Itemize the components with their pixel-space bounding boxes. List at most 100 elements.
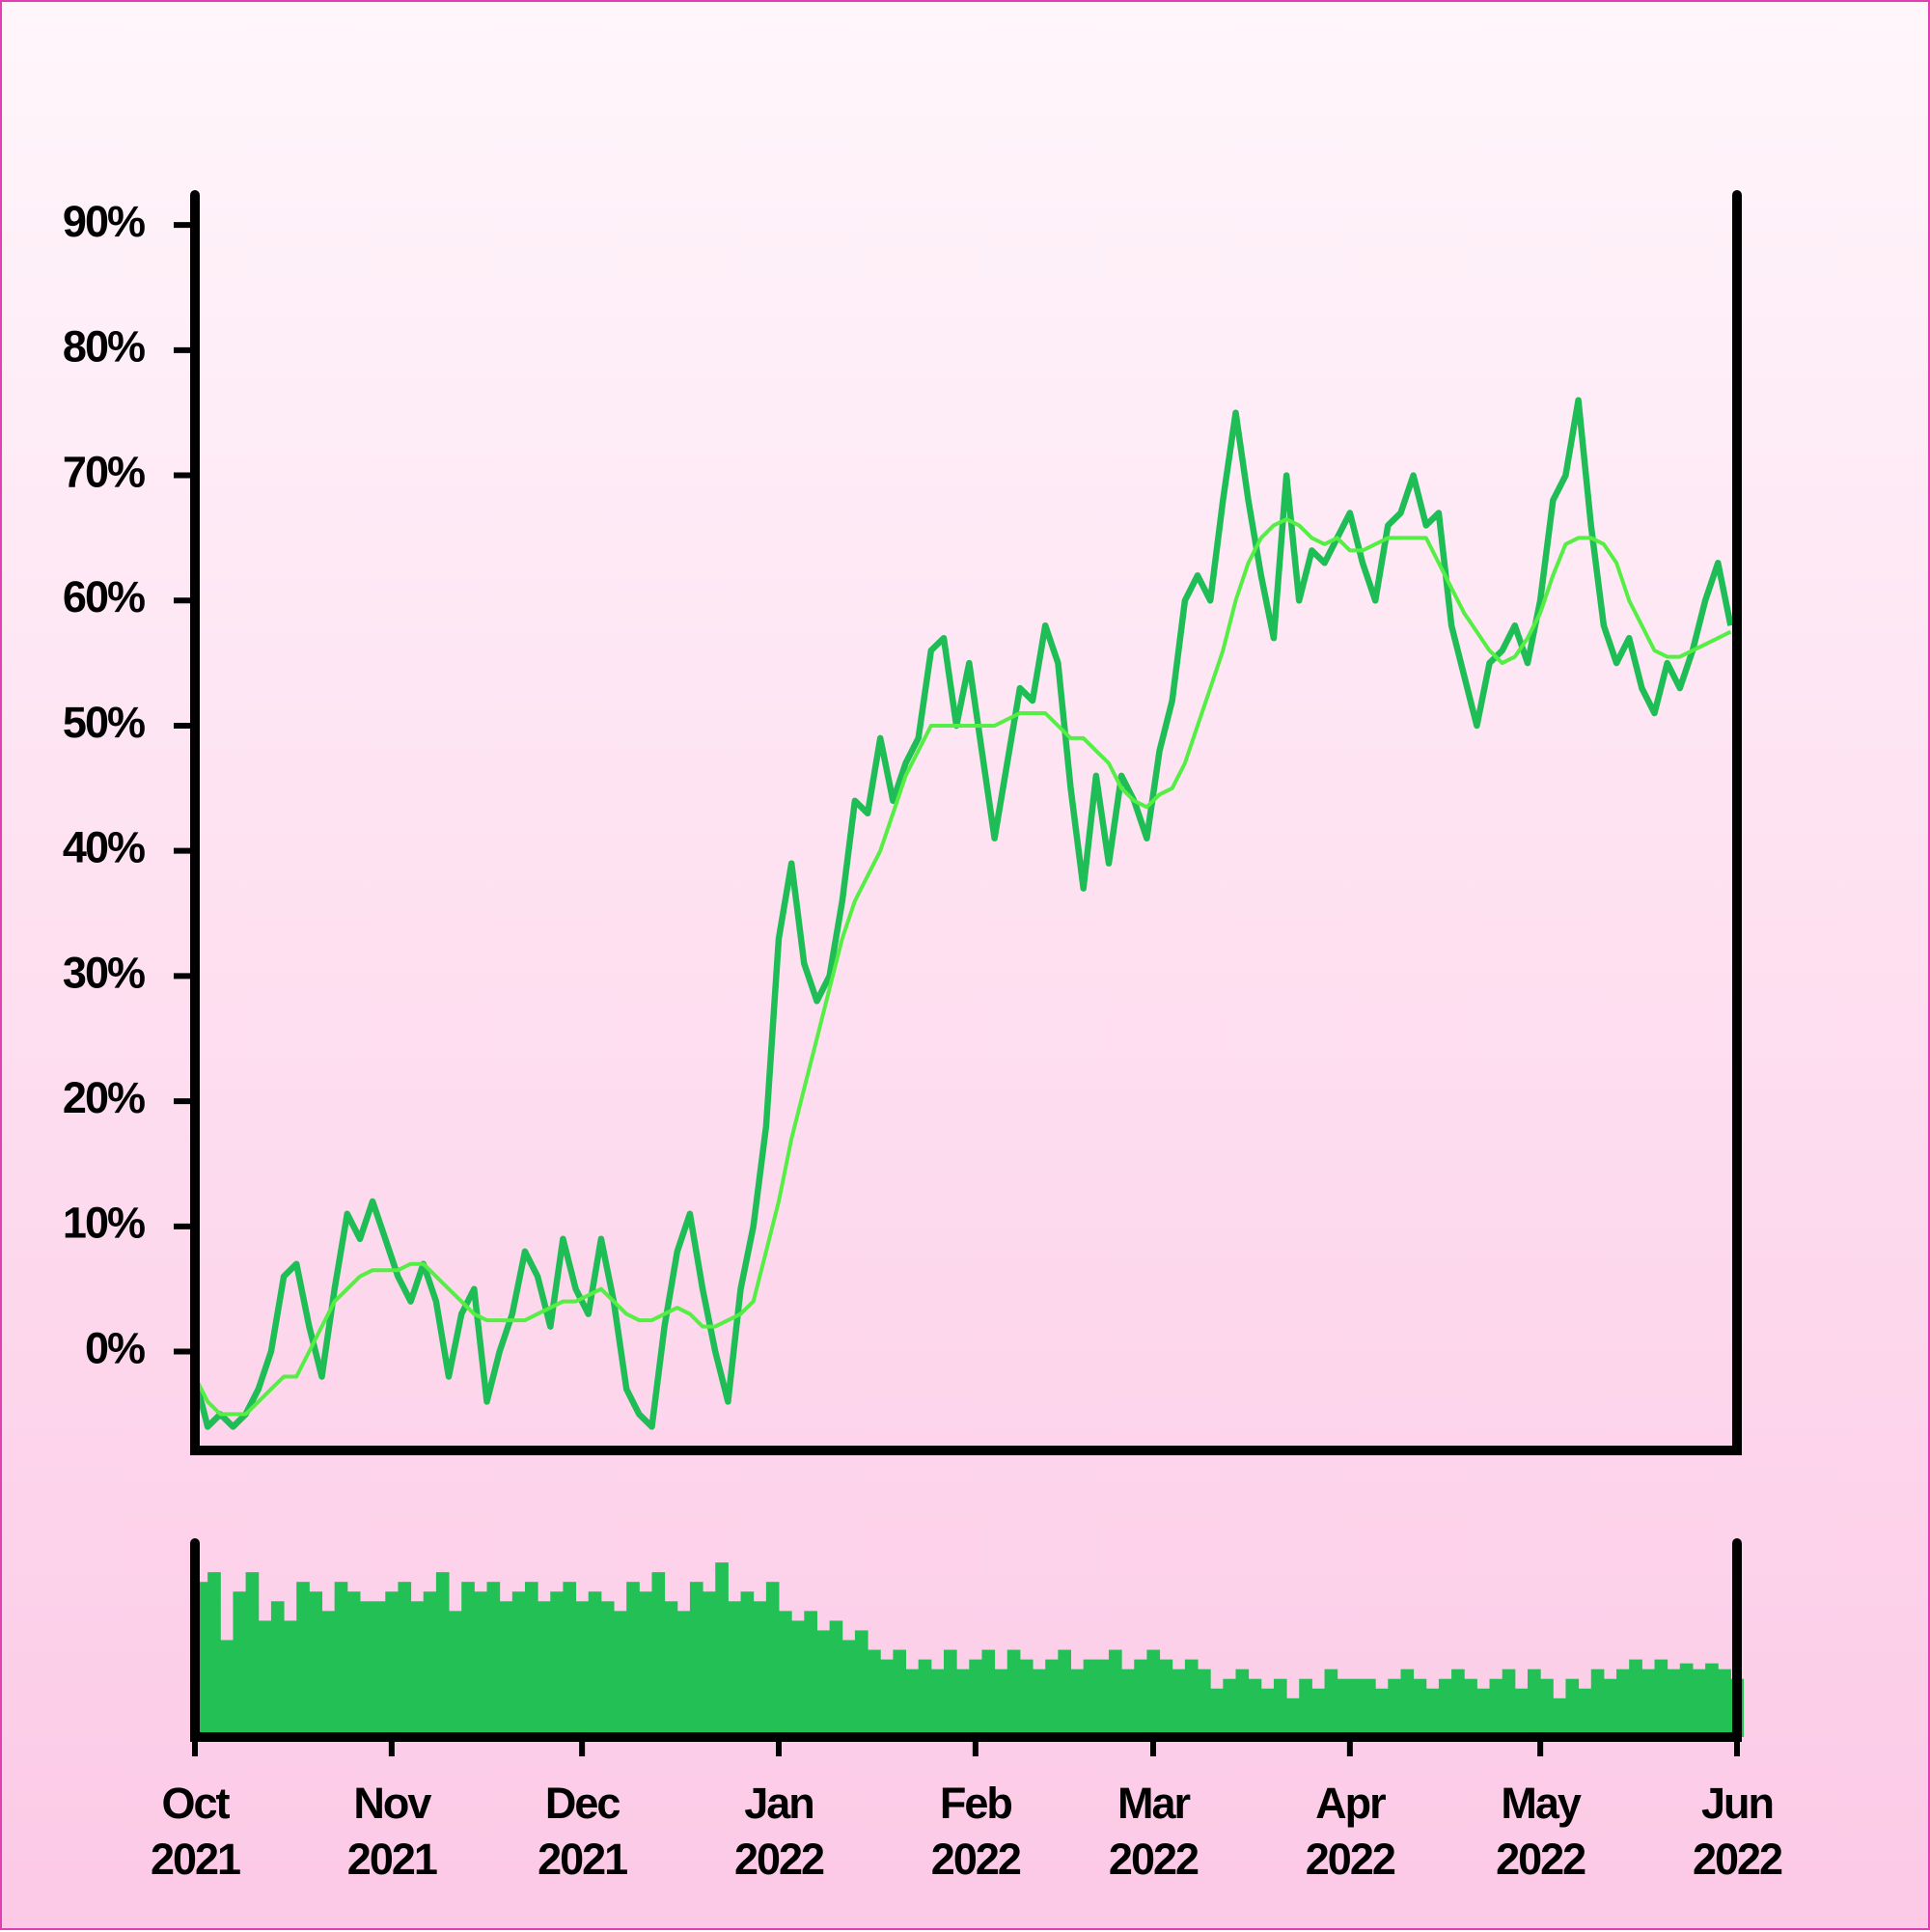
volume-bar [1146, 1649, 1161, 1737]
line [193, 517, 1732, 1417]
volume-bar [359, 1601, 373, 1737]
marks [191, 397, 1745, 1737]
volume-bar [563, 1582, 577, 1737]
y-tick-label: 80% [63, 322, 145, 372]
volume-bar [664, 1601, 678, 1737]
volume-bar [449, 1611, 462, 1737]
volume-bar [435, 1572, 450, 1737]
volume-bar [1172, 1669, 1186, 1737]
x-tick-label: Jan 2022 [733, 1779, 825, 1884]
volume-bar [943, 1649, 957, 1737]
y-tick-label: 10% [63, 1199, 145, 1248]
volume-bar [854, 1630, 868, 1737]
volume-bar [538, 1601, 551, 1737]
volume-bar [765, 1582, 780, 1737]
volume-bar [1235, 1669, 1250, 1737]
x-tick-label: Apr 2022 [1305, 1779, 1396, 1884]
volume-bar [334, 1582, 348, 1737]
volume-bar [461, 1582, 475, 1737]
volume-bar [1184, 1659, 1199, 1737]
volume-bar [740, 1591, 755, 1737]
volume-bar [1578, 1688, 1592, 1737]
volume-bar [410, 1601, 425, 1737]
volume-bar [1718, 1669, 1731, 1737]
volume-bar [1121, 1669, 1135, 1737]
volume-bar [1349, 1678, 1364, 1737]
volume-bar [1413, 1678, 1427, 1737]
price-axes [190, 190, 1742, 1455]
x-tick-label: Oct 2021 [150, 1779, 241, 1884]
volume-bar [1654, 1659, 1668, 1737]
volume-bar [1058, 1649, 1072, 1737]
volume-bar [1489, 1678, 1503, 1737]
y-tick-label: 0% [85, 1323, 145, 1372]
volume-bar [1692, 1669, 1706, 1737]
volume-bar [1565, 1678, 1580, 1737]
volume-bar [1603, 1678, 1617, 1737]
volume-bar [969, 1659, 982, 1737]
volume-bar [1311, 1688, 1326, 1737]
x-tick-label: May 2022 [1496, 1779, 1586, 1884]
volume-bar [1667, 1669, 1681, 1737]
volume-bar [1337, 1678, 1351, 1737]
volume-bar [1388, 1678, 1401, 1737]
volume-bar [1527, 1669, 1541, 1737]
volume-bar [588, 1591, 602, 1737]
volume-bar [626, 1582, 640, 1737]
volume-bar [1033, 1669, 1046, 1737]
y-tick-label: 60% [63, 572, 145, 621]
volume-bar [779, 1611, 792, 1737]
volume-bar [309, 1591, 323, 1737]
volume-bar [930, 1669, 945, 1737]
volume-bar [868, 1649, 881, 1737]
volume-bar [1363, 1678, 1376, 1737]
volume-bar [689, 1582, 703, 1737]
x-tick-label: Feb 2022 [930, 1779, 1022, 1884]
volume-bar [1476, 1688, 1491, 1737]
volume-bar [728, 1601, 742, 1737]
volume-bar [1198, 1669, 1211, 1737]
volume-bar [270, 1601, 285, 1737]
volume-bar [905, 1669, 920, 1737]
volume-bar [1502, 1669, 1516, 1737]
volume-bar [614, 1611, 627, 1737]
x-tick-label: Jun 2022 [1692, 1779, 1783, 1884]
volume-bar [1641, 1669, 1656, 1737]
volume-axes [190, 1538, 1742, 1742]
volume-bar [1019, 1659, 1034, 1737]
volume-bar [1083, 1659, 1097, 1737]
volume-bar [600, 1601, 615, 1737]
volume-bar [1540, 1678, 1554, 1737]
x-tick-label: Dec 2021 [538, 1779, 628, 1884]
volume-bar [385, 1591, 399, 1737]
volume-bar [994, 1669, 1008, 1737]
volume-bar [1134, 1659, 1147, 1737]
x-tick-label: Nov 2021 [346, 1779, 438, 1884]
volume-bar [1159, 1659, 1173, 1737]
volume-bar [651, 1572, 666, 1737]
volume-bar [220, 1640, 234, 1737]
volume-bar [880, 1659, 894, 1737]
volume-bar [499, 1601, 513, 1737]
y-tick-label: 90% [63, 197, 145, 246]
volume-bar [524, 1582, 538, 1737]
volume-bar [1553, 1697, 1566, 1737]
volume-bar [233, 1591, 247, 1737]
volume-bar [486, 1582, 501, 1737]
volume-bar [1273, 1678, 1287, 1737]
x-tick-label: Mar 2022 [1108, 1779, 1199, 1884]
volume-bar [346, 1591, 361, 1737]
volume-bar [474, 1591, 488, 1737]
volume-bar [1400, 1669, 1415, 1737]
volume-bar [676, 1611, 691, 1737]
volume-bar [804, 1611, 817, 1737]
volume-bar [372, 1601, 386, 1737]
volume-bar [1045, 1659, 1059, 1737]
volume-bar [791, 1620, 805, 1737]
volume-bar [321, 1611, 336, 1737]
volume-bar [753, 1601, 767, 1737]
volume-bar [1210, 1688, 1224, 1737]
volume-bar [398, 1582, 412, 1737]
volume-bar [918, 1659, 932, 1737]
